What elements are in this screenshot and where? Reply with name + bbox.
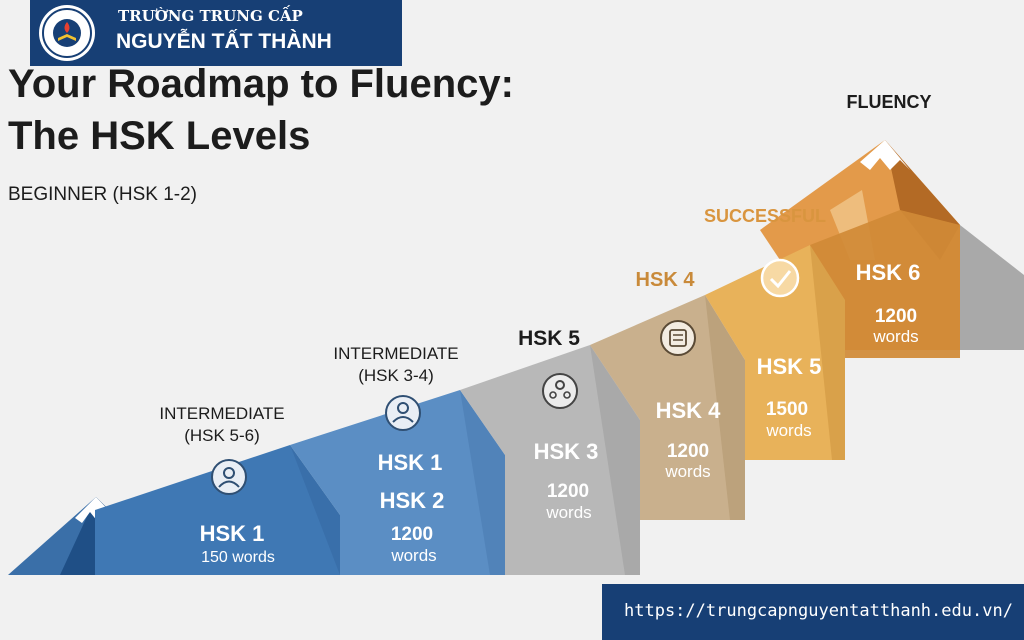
step2-level2: HSK 2: [380, 488, 445, 513]
school-header-banner: TRƯỜNG TRUNG CẤP NGUYỄN TẤT THÀNH: [30, 0, 402, 66]
step5-level: HSK 5: [757, 354, 822, 379]
step6-words-unit: words: [872, 327, 918, 346]
website-url-link[interactable]: https://trungcapnguyentatthanh.edu.vn/: [624, 601, 1013, 621]
intermediate-34-line1: INTERMEDIATE: [333, 344, 458, 363]
step4-words-num: 1200: [667, 441, 709, 462]
page-title: Your Roadmap to Fluency: The HSK Levels: [8, 58, 514, 162]
teacher-icon: [386, 396, 420, 430]
hsk4-label: HSK 4: [636, 269, 696, 291]
website-url-banner[interactable]: https://trungcapnguyentatthanh.edu.vn/: [602, 584, 1024, 640]
step3-words-unit: words: [545, 503, 591, 522]
step3-words-num: 1200: [547, 481, 589, 502]
school-logo: [38, 4, 96, 62]
page-subtitle: BEGINNER (HSK 1-2): [8, 184, 197, 206]
document-icon: [661, 321, 695, 355]
step4-level: HSK 4: [656, 398, 722, 423]
step1-words: 150 words: [201, 549, 275, 566]
step6-level: HSK 6: [856, 260, 921, 285]
step2-level: HSK 1: [378, 450, 443, 475]
hsk5-label: HSK 5: [518, 327, 580, 350]
step5-words-num: 1500: [766, 399, 808, 420]
school-name-line2: NGUYỄN TẤT THÀNH: [116, 30, 332, 54]
successful-label: SUCCESSFUL: [704, 206, 826, 226]
step1-level: HSK 1: [200, 521, 265, 546]
school-name-line1: TRƯỜNG TRUNG CẤP: [118, 7, 303, 25]
checkmark-icon: [762, 260, 798, 296]
step4-words-unit: words: [664, 462, 710, 481]
person-icon: [212, 460, 246, 494]
group-icon: [543, 374, 577, 408]
step3-level: HSK 3: [534, 439, 599, 464]
intermediate-34-line2: (HSK 3-4): [358, 366, 434, 385]
step6-words-num: 1200: [875, 306, 917, 327]
step5-words-unit: words: [765, 421, 811, 440]
fluency-label: FLUENCY: [847, 92, 932, 112]
intermediate-56-line1: INTERMEDIATE: [159, 404, 284, 423]
intermediate-56-line2: (HSK 5-6): [184, 426, 260, 445]
step2-words-num: 1200: [391, 524, 433, 545]
step2-words-unit: words: [390, 546, 436, 565]
